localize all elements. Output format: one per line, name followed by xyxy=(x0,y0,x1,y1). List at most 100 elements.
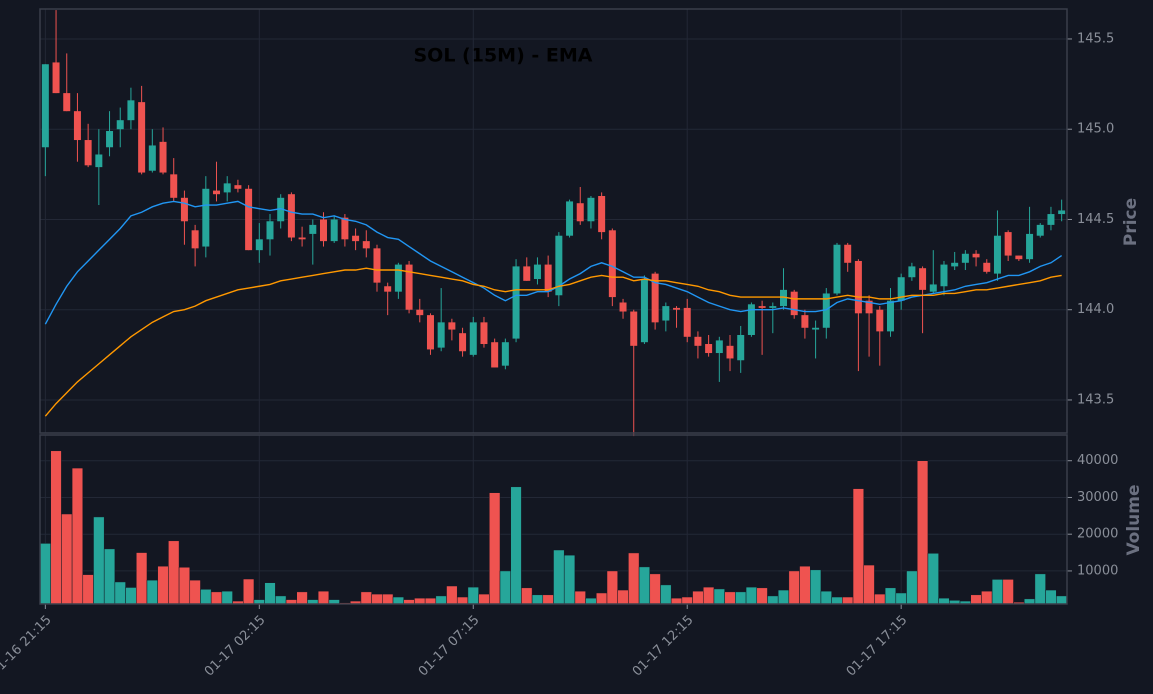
volume-bar xyxy=(360,591,372,605)
volume-bar xyxy=(563,554,576,605)
candle-body xyxy=(245,188,253,251)
ema-line xyxy=(44,267,1062,417)
volume-bar xyxy=(799,565,811,605)
candle-body xyxy=(373,248,381,283)
volume-bar xyxy=(446,585,458,605)
candle-body xyxy=(747,304,755,335)
y-tick-label: 145.5 xyxy=(1077,31,1114,46)
volume-tick-label: 20000 xyxy=(1077,527,1118,542)
volume-bar xyxy=(970,594,982,605)
volume-bar xyxy=(189,579,201,605)
volume-bar xyxy=(531,594,544,605)
volume-bar xyxy=(906,570,918,605)
chart-title: SOL (15M) - EMA xyxy=(414,45,593,67)
candle-body xyxy=(801,315,809,328)
volume-bar xyxy=(478,593,490,605)
volume-bar xyxy=(200,589,212,605)
volume-bar xyxy=(371,593,383,605)
candle-body xyxy=(544,264,552,292)
candle-body xyxy=(138,102,146,173)
volume-bar xyxy=(499,570,511,605)
candle-body xyxy=(202,188,210,247)
volume-bar xyxy=(981,590,993,605)
volume-tick-label: 30000 xyxy=(1077,490,1118,505)
y-tick-label: 145.0 xyxy=(1077,122,1114,137)
volume-bar xyxy=(1023,598,1036,605)
price-panel-border xyxy=(39,8,1068,434)
volume-bar xyxy=(842,596,854,605)
volume-bar xyxy=(660,584,672,605)
volume-bar xyxy=(670,597,683,605)
volume-bar xyxy=(681,596,693,605)
volume-bar xyxy=(703,586,715,605)
volume-bar xyxy=(61,513,73,605)
volume-bar xyxy=(296,591,308,605)
volume-bar xyxy=(606,570,618,605)
candle-body xyxy=(459,333,467,352)
candle-body xyxy=(972,253,980,258)
volume-bar xyxy=(168,540,180,605)
volume-bar xyxy=(1045,589,1057,605)
candle-body xyxy=(854,260,862,314)
volume-bar xyxy=(136,552,148,605)
candle-body xyxy=(908,266,916,278)
candle-body xyxy=(694,336,702,346)
candle-body xyxy=(405,264,413,310)
candle-body xyxy=(159,141,167,173)
candle-body xyxy=(298,237,306,240)
candle-body xyxy=(919,268,927,290)
candle-body xyxy=(266,221,274,240)
candle-body xyxy=(758,306,766,308)
volume-bar xyxy=(628,552,640,605)
volume-bar xyxy=(831,596,843,605)
candle-body xyxy=(662,306,670,321)
volume-axis-label: Volume xyxy=(1124,484,1144,555)
volume-bar xyxy=(756,587,768,605)
volume-bar xyxy=(810,569,822,605)
candle-body xyxy=(683,307,691,337)
candle-body xyxy=(940,264,948,287)
volume-bar xyxy=(510,486,522,605)
candle-body xyxy=(330,219,338,242)
volume-bar xyxy=(1002,579,1014,605)
candle-body xyxy=(277,197,285,222)
volume-bar xyxy=(617,589,629,605)
volume-bar xyxy=(467,586,479,605)
volume-panel-border xyxy=(39,434,1068,605)
volume-bar xyxy=(71,467,84,605)
volume-bar xyxy=(916,460,929,605)
candle-body xyxy=(1058,210,1066,215)
candle-body xyxy=(566,201,574,236)
volume-bar xyxy=(724,591,736,605)
volume-bar xyxy=(692,590,704,605)
candle-body xyxy=(533,264,541,280)
y-tick-label: 143.5 xyxy=(1077,392,1114,407)
volume-bar xyxy=(820,590,832,605)
volume-bar xyxy=(317,590,330,605)
candle-body xyxy=(384,286,392,292)
volume-bar xyxy=(103,548,116,605)
candle-body xyxy=(1004,232,1012,256)
volume-bar xyxy=(991,579,1004,605)
candle-body xyxy=(127,100,135,121)
candle-body xyxy=(416,309,424,316)
candle-body xyxy=(705,344,713,354)
volume-bar xyxy=(1034,573,1046,605)
candle-body xyxy=(790,291,798,316)
candle-body xyxy=(319,219,327,242)
volume-bar xyxy=(777,589,790,605)
volume-bar xyxy=(649,573,661,605)
candle-body xyxy=(587,197,595,222)
volume-bar xyxy=(585,597,597,605)
volume-bar xyxy=(874,593,886,605)
candle-body xyxy=(598,196,606,233)
candle-body xyxy=(726,345,734,359)
volume-bar xyxy=(596,592,608,605)
candle-body xyxy=(116,120,124,130)
candle-body xyxy=(213,190,221,195)
candle-body xyxy=(523,266,531,281)
candle-body xyxy=(95,154,103,168)
